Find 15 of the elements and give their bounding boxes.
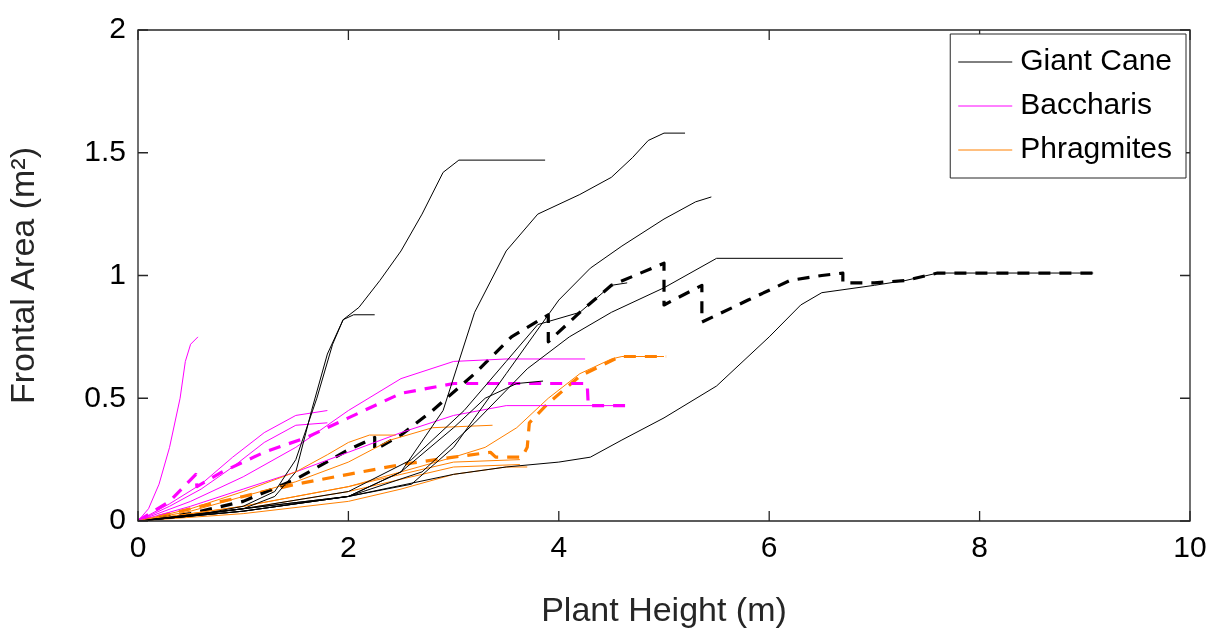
y-tick-label: 1 bbox=[109, 256, 126, 290]
y-tick-label: 0.5 bbox=[84, 379, 126, 413]
legend-label: Phragmites bbox=[1020, 131, 1172, 165]
y-tick-label: 2 bbox=[109, 11, 126, 45]
x-tick-label: 2 bbox=[340, 530, 357, 564]
x-tick-label: 8 bbox=[971, 530, 988, 564]
x-tick-label: 10 bbox=[1173, 530, 1207, 564]
x-axis-title: Plant Height (m) bbox=[541, 589, 787, 628]
x-tick-label: 6 bbox=[760, 530, 778, 564]
x-tick-label: 4 bbox=[550, 530, 568, 564]
legend-label: Baccharis bbox=[1020, 87, 1152, 121]
legend-label: Giant Cane bbox=[1020, 43, 1173, 77]
y-axis-title: Frontal Area (m²) bbox=[2, 147, 41, 404]
y-tick-label: 0 bbox=[109, 502, 126, 536]
y-tick-label: 1.5 bbox=[84, 134, 126, 168]
